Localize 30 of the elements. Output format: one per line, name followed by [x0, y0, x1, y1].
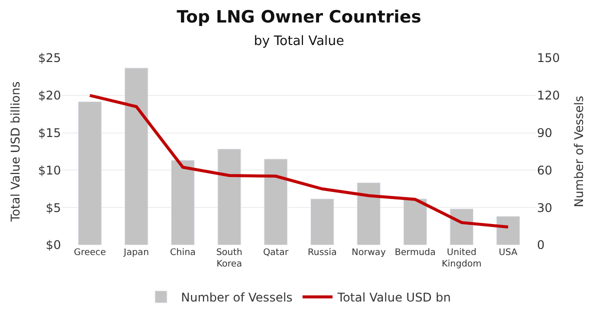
chart-title: Top LNG Owner Countries	[176, 8, 422, 28]
y2-tick-label: 90	[537, 126, 552, 140]
line-series	[88, 94, 510, 229]
x-tick-label: Bermuda	[394, 248, 436, 258]
y-axis-title: Total Value USD billions	[8, 81, 22, 223]
y-tick-label: $0	[46, 238, 61, 252]
x-tick-label: Greece	[74, 248, 106, 258]
x-tick-label: United Kingdom	[442, 248, 482, 270]
x-tick-label: South Korea	[216, 248, 242, 270]
chart-subtitle: by Total Value	[254, 34, 344, 49]
y-tick-label: $20	[38, 88, 61, 103]
x-tick-label: USA	[498, 248, 518, 258]
x-tick-label: China	[170, 248, 196, 258]
y2-tick-label: 150	[537, 51, 560, 66]
x-tick-label: Russia	[308, 248, 337, 258]
y-tick-label: $25	[38, 51, 61, 66]
x-tick-label: Norway	[352, 248, 386, 258]
bar	[496, 216, 520, 245]
y2-tick-label: 30	[537, 200, 552, 215]
y-tick-label: $10	[38, 163, 61, 178]
y2-tick-label: 120	[537, 88, 560, 103]
y2-axis-title: Number of Vessels	[572, 96, 586, 208]
y2-tick-label: 0	[537, 238, 545, 252]
y-tick-label: $5	[46, 200, 61, 215]
y2-tick-label: 60	[537, 163, 552, 178]
y-tick-label: $15	[38, 126, 61, 140]
legend-label: Number of Vessels	[181, 290, 293, 305]
x-tick-label: Qatar	[263, 248, 289, 258]
x-tick-label: Japan	[122, 248, 149, 258]
legend-label: Total Value USD bn	[336, 290, 451, 305]
